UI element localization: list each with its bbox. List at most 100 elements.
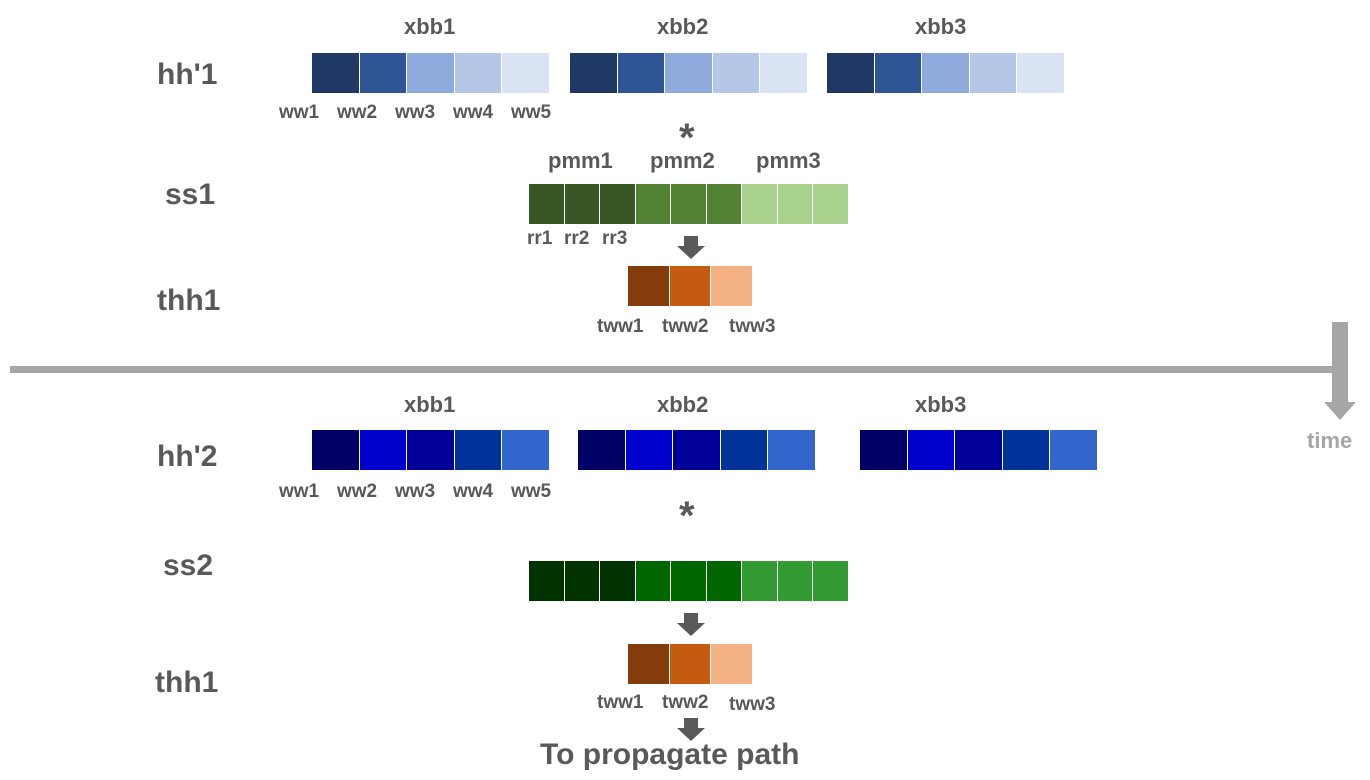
s1-cell bbox=[635, 184, 671, 224]
r-label-2: rr2 bbox=[564, 228, 590, 249]
h2-cell bbox=[1050, 430, 1097, 470]
h2-cell bbox=[1002, 430, 1050, 470]
h1-cell bbox=[712, 53, 760, 93]
s1-cell bbox=[777, 184, 813, 224]
w-label-2b: ww2 bbox=[337, 481, 378, 502]
h1-cell bbox=[874, 53, 922, 93]
multiply-operator-bottom: * bbox=[679, 494, 695, 538]
time-label: time bbox=[1307, 428, 1353, 453]
h2-block-2 bbox=[578, 430, 815, 470]
h2-cell bbox=[625, 430, 673, 470]
h2-cell bbox=[407, 430, 455, 470]
w-label-3b: ww3 bbox=[395, 481, 436, 502]
tw-label-1: tww1 bbox=[597, 316, 644, 337]
time-divider bbox=[10, 366, 1332, 373]
block-header-2b: xbb2 bbox=[657, 392, 709, 417]
down-arrow-icon bbox=[677, 236, 705, 259]
s2-cell bbox=[529, 561, 565, 601]
propagate-path-caption: To propagate path bbox=[540, 738, 800, 771]
t1-cell bbox=[711, 266, 752, 306]
t1-strip-top bbox=[628, 266, 752, 306]
h2-cell bbox=[578, 430, 626, 470]
h1-cell bbox=[969, 53, 1017, 93]
h1-cell bbox=[827, 53, 875, 93]
r-label-3: rr3 bbox=[602, 228, 628, 249]
h1-cell bbox=[570, 53, 618, 93]
s2-cell bbox=[813, 561, 848, 601]
w-label-1: ww1 bbox=[279, 102, 320, 123]
down-arrow-icon bbox=[677, 718, 705, 741]
t1b-cell bbox=[711, 644, 752, 684]
block-header-1: xbb1 bbox=[404, 14, 456, 39]
t1-strip-bottom bbox=[628, 644, 752, 684]
h2-cell bbox=[768, 430, 815, 470]
tw-label-3b: tww3 bbox=[729, 694, 776, 715]
w-label-1b: ww1 bbox=[279, 481, 320, 502]
block-header-3b: xbb3 bbox=[915, 392, 967, 417]
s1-cell bbox=[742, 184, 778, 224]
s1-cell bbox=[529, 184, 565, 224]
h1-cell bbox=[454, 53, 502, 93]
h2-cell bbox=[673, 430, 721, 470]
tw-label-1b: tww1 bbox=[597, 692, 644, 713]
row-label-s2: ss2 bbox=[163, 549, 214, 582]
pm-label-2: pmm2 bbox=[650, 148, 715, 173]
w-label-3: ww3 bbox=[395, 102, 436, 123]
pm-label-1: pmm1 bbox=[548, 148, 613, 173]
h1-block-1 bbox=[312, 53, 549, 93]
t1-cell bbox=[669, 266, 711, 306]
h1-cell bbox=[665, 53, 713, 93]
s2-strip bbox=[529, 561, 848, 601]
tw-label-2b: tww2 bbox=[662, 692, 709, 713]
row-label-h1: hh'1 bbox=[157, 58, 218, 91]
h1-cell bbox=[359, 53, 407, 93]
block-header-2: xbb2 bbox=[657, 14, 709, 39]
multiply-operator-top: * bbox=[679, 116, 695, 160]
t1-cell bbox=[628, 266, 670, 306]
s1-cell bbox=[671, 184, 707, 224]
w-label-5b: ww5 bbox=[511, 481, 552, 502]
block-header-3: xbb3 bbox=[915, 14, 967, 39]
h2-cell bbox=[359, 430, 407, 470]
pm-label-3: pmm3 bbox=[756, 148, 821, 173]
down-arrow-icon bbox=[677, 613, 705, 636]
s2-cell bbox=[600, 561, 636, 601]
h2-block-3 bbox=[860, 430, 1097, 470]
t1b-cell bbox=[669, 644, 711, 684]
s1-strip bbox=[529, 184, 848, 224]
h2-cell bbox=[502, 430, 549, 470]
s2-cell bbox=[742, 561, 778, 601]
s1-cell bbox=[564, 184, 600, 224]
s1-cell bbox=[813, 184, 848, 224]
s2-cell bbox=[706, 561, 742, 601]
h1-cell bbox=[922, 53, 970, 93]
h1-cell bbox=[407, 53, 455, 93]
s2-cell bbox=[671, 561, 707, 601]
h1-block-2 bbox=[570, 53, 807, 93]
h1-cell bbox=[312, 53, 360, 93]
h2-block-1 bbox=[312, 430, 549, 470]
s2-cell bbox=[777, 561, 813, 601]
block-header-1b: xbb1 bbox=[404, 392, 456, 417]
w-label-4: ww4 bbox=[453, 102, 494, 123]
row-label-t1: thh1 bbox=[157, 284, 221, 317]
tw-label-2: tww2 bbox=[662, 316, 709, 337]
w-label-4b: ww4 bbox=[453, 481, 494, 502]
row-label-h2: hh'2 bbox=[157, 440, 218, 473]
h2-cell bbox=[907, 430, 955, 470]
h2-cell bbox=[720, 430, 768, 470]
row-label-t2: thh1 bbox=[155, 666, 219, 699]
h2-cell bbox=[454, 430, 502, 470]
h1-cell bbox=[617, 53, 665, 93]
t1b-cell bbox=[628, 644, 670, 684]
s2-cell bbox=[635, 561, 671, 601]
h2-cell bbox=[955, 430, 1003, 470]
h2-cell bbox=[860, 430, 908, 470]
tw-label-3: tww3 bbox=[729, 316, 776, 337]
h1-cell bbox=[760, 53, 807, 93]
r-label-1: rr1 bbox=[527, 228, 553, 249]
h1-block-3 bbox=[827, 53, 1064, 93]
w-label-2: ww2 bbox=[337, 102, 378, 123]
h2-cell bbox=[312, 430, 360, 470]
h1-cell bbox=[1017, 53, 1064, 93]
